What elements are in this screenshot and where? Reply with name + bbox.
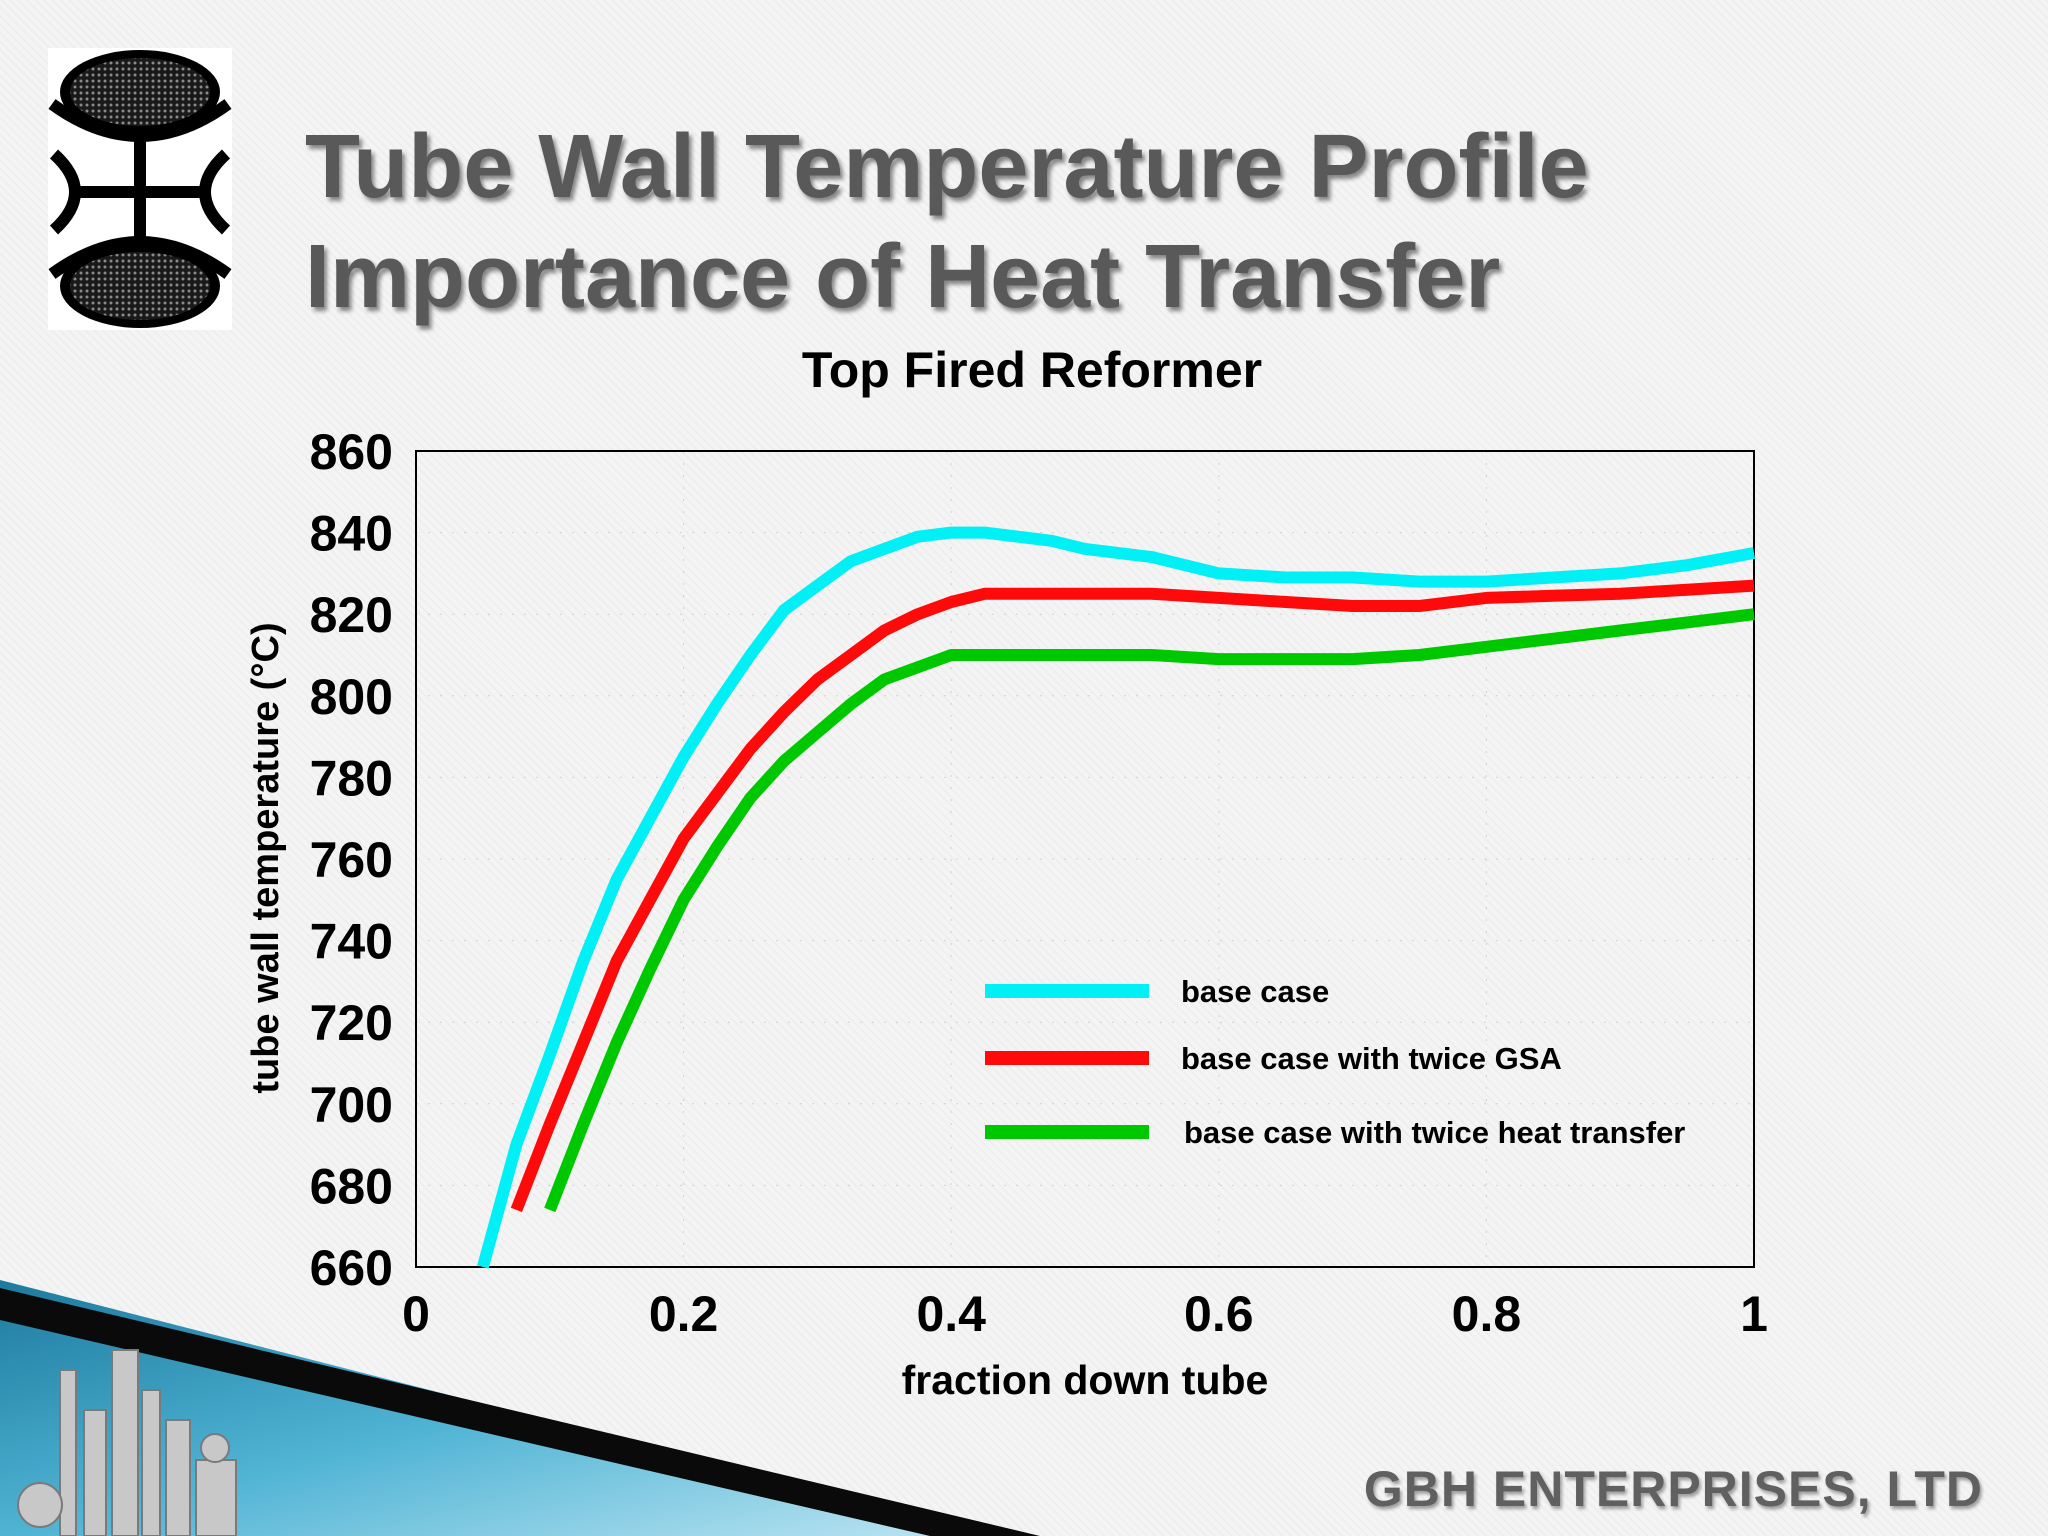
x-tick-label: 0.6 bbox=[1184, 1286, 1254, 1342]
x-axis-ticks: 0 0.2 0.4 0.6 0.8 1 bbox=[402, 1286, 1768, 1342]
series-line-1 bbox=[477, 526, 1756, 1269]
x-tick-label: 0.2 bbox=[649, 1286, 719, 1342]
y-tick-label: 820 bbox=[310, 587, 393, 643]
y-tick-label: 840 bbox=[310, 506, 393, 562]
y-axis-ticks: 660 680 700 720 740 760 780 800 820 840 860 bbox=[310, 424, 393, 1296]
y-tick-label: 740 bbox=[310, 914, 393, 970]
x-axis-label: fraction down tube bbox=[902, 1357, 1269, 1403]
y-tick-label: 700 bbox=[310, 1077, 393, 1133]
company-name: GBH ENTERPRISES, LTD bbox=[1363, 1461, 1983, 1517]
x-tick-label: 0.8 bbox=[1452, 1286, 1522, 1342]
chart-title: Top Fired Reformer bbox=[802, 342, 1262, 398]
series-line-2 bbox=[510, 579, 1755, 1213]
y-tick-label: 860 bbox=[310, 424, 393, 480]
series-line-3 bbox=[544, 608, 1755, 1213]
plot-area-frame bbox=[415, 450, 1755, 1268]
slide-title-line-2: Importance of Heat Transfer bbox=[305, 227, 1501, 327]
y-tick-label: 800 bbox=[310, 669, 393, 725]
y-tick-label: 660 bbox=[310, 1240, 393, 1296]
plot-grid bbox=[416, 451, 1754, 1267]
y-tick-label: 760 bbox=[310, 832, 393, 888]
x-tick-label: 0 bbox=[402, 1286, 430, 1342]
legend: base case base case with twice GSA base ca… bbox=[985, 974, 1685, 1150]
legend-label-2: base case with twice GSA bbox=[1181, 1041, 1562, 1076]
y-tick-label: 780 bbox=[310, 750, 393, 806]
y-axis-label: tube wall temperature (°C) bbox=[245, 622, 287, 1093]
y-tick-label: 720 bbox=[310, 995, 393, 1051]
refinery-illustration bbox=[17, 1349, 237, 1536]
footer-decoration bbox=[0, 1280, 1040, 1536]
legend-label-3: base case with twice heat transfer bbox=[1184, 1115, 1685, 1150]
series-lines bbox=[477, 526, 1756, 1269]
y-tick-label: 680 bbox=[310, 1158, 393, 1214]
slide-title-line-1: Tube Wall Temperature Profile bbox=[305, 117, 1589, 217]
x-tick-label: 1 bbox=[1740, 1286, 1768, 1342]
company-logo bbox=[48, 48, 232, 330]
slide-title: Tube Wall Temperature Profile Importance… bbox=[305, 112, 1589, 332]
x-tick-label: 0.4 bbox=[916, 1286, 986, 1342]
footer-black-stripe bbox=[0, 1288, 1040, 1536]
legend-label-1: base case bbox=[1181, 974, 1329, 1009]
